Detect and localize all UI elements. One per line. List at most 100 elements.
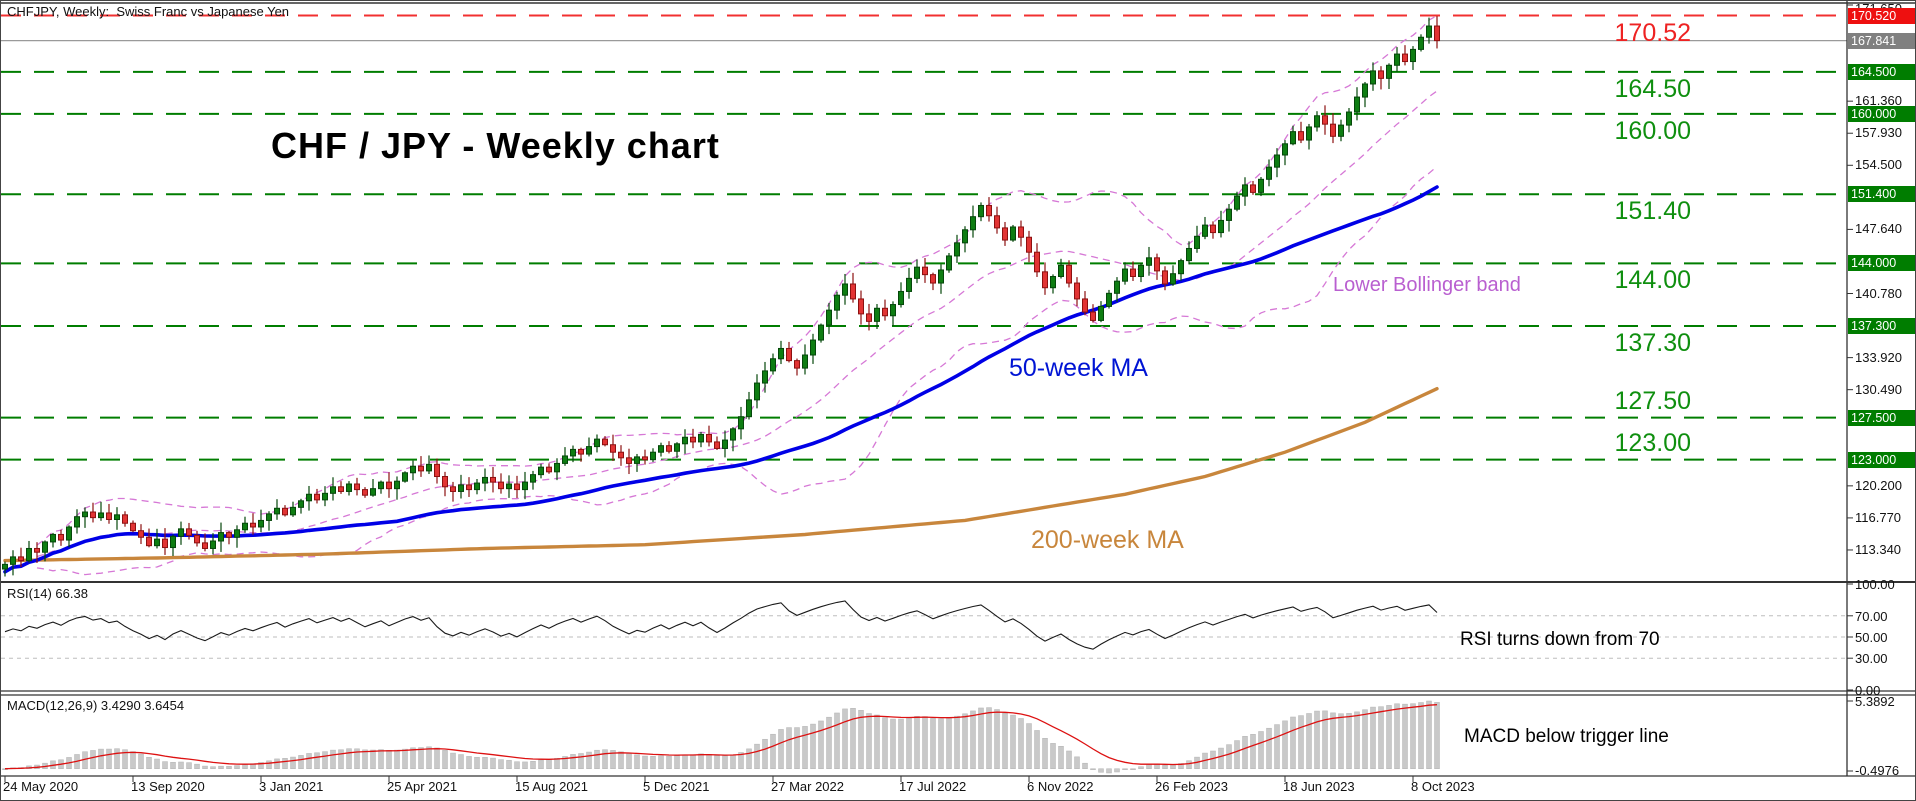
candle-down — [690, 436, 696, 443]
candle-up — [762, 370, 768, 384]
candle-down — [1082, 298, 1088, 313]
candle-up — [1362, 83, 1368, 98]
candle-up — [970, 216, 976, 231]
macd-bar — [1162, 764, 1168, 769]
macd-bar — [778, 729, 784, 769]
macd-bar — [1410, 703, 1416, 769]
candle-down — [146, 536, 152, 547]
macd-bar — [482, 757, 488, 769]
macd-bar — [802, 726, 808, 769]
macd-bar — [162, 761, 168, 769]
macd-bar — [274, 758, 280, 769]
macd-bar — [410, 747, 416, 769]
macd-bar — [218, 765, 224, 769]
rsi-tick-label: 70.00 — [1855, 608, 1888, 624]
candle-up — [1274, 154, 1280, 168]
candle-up — [898, 290, 904, 306]
candle-down — [666, 445, 672, 452]
macd-bar — [970, 710, 976, 769]
candle-down — [626, 457, 632, 464]
candle-up — [594, 438, 600, 448]
candle-down — [226, 532, 232, 538]
candle-up — [410, 465, 416, 474]
macd-bar — [490, 757, 496, 769]
macd-bar — [1082, 762, 1088, 769]
macd-bar — [234, 765, 240, 769]
candle-up — [978, 204, 984, 218]
macd-bar — [1218, 747, 1224, 769]
macd-bar — [586, 751, 592, 769]
candle-down — [514, 483, 520, 491]
candle-down — [1378, 70, 1384, 79]
candle-down — [706, 433, 712, 443]
macd-bar — [1394, 703, 1400, 769]
candle-down — [714, 441, 720, 449]
candle-down — [882, 307, 888, 317]
candle-down — [1322, 115, 1328, 125]
candle-up — [426, 463, 432, 472]
candle-down — [546, 466, 552, 473]
macd-bar — [634, 754, 640, 769]
macd-bar — [1306, 713, 1312, 769]
macd-bar — [666, 755, 672, 769]
macd-bar — [194, 763, 200, 769]
candle-down — [1018, 226, 1024, 238]
date-label: 13 Sep 2020 — [131, 779, 205, 794]
macd-bar — [298, 755, 304, 769]
candle-up — [890, 304, 896, 317]
candle-down — [1298, 131, 1304, 141]
macd-bar — [1034, 730, 1040, 769]
candle-up — [402, 472, 408, 482]
bollinger-annotation: Lower Bollinger band — [1333, 274, 1521, 296]
macd-bar — [642, 755, 648, 769]
candle-up — [98, 512, 104, 519]
candle-up — [650, 451, 656, 461]
macd-bar — [546, 759, 552, 769]
candle-down — [466, 484, 472, 491]
macd-bar — [146, 756, 152, 769]
macd-bar — [978, 707, 984, 769]
macd-bar — [602, 749, 608, 769]
macd-bar — [290, 756, 296, 769]
ma200-line — [3, 387, 1439, 563]
macd-bar — [1354, 711, 1360, 769]
macd-bar — [170, 762, 176, 769]
candle-up — [170, 535, 176, 549]
candle-up — [290, 506, 296, 516]
macd-bar — [626, 753, 632, 769]
macd-bar — [362, 749, 368, 769]
candle-up — [810, 339, 816, 356]
candle-up — [1106, 292, 1112, 307]
macd-bar — [1274, 724, 1280, 769]
macd-bar — [690, 754, 696, 769]
macd-bar — [762, 738, 768, 769]
macd-signal-line — [4, 704, 1438, 770]
date-label: 15 Aug 2021 — [515, 779, 589, 794]
macd-bar — [994, 709, 1000, 769]
macd-bar — [426, 746, 432, 769]
macd-bar — [1178, 763, 1184, 769]
macd-bar — [538, 759, 544, 769]
macd-bar — [554, 757, 560, 769]
macd-bar — [322, 751, 328, 769]
candle-up — [42, 541, 48, 553]
candle-down — [282, 507, 288, 516]
candle-down — [858, 298, 864, 315]
macd-bar — [370, 749, 376, 769]
candle-up — [778, 347, 784, 360]
macd-indicator-label: MACD(12,26,9) 3.4290 3.6454 — [7, 698, 185, 713]
candle-down — [578, 448, 584, 455]
candle-up — [1058, 264, 1064, 278]
support-price-label: 127.50 — [1614, 386, 1691, 415]
macd-bar — [338, 749, 344, 769]
candle-up — [738, 416, 744, 430]
macd-bar — [962, 713, 968, 769]
support-price-label: 144.00 — [1614, 266, 1691, 295]
candle-down — [490, 476, 496, 483]
candle-up — [1282, 143, 1288, 156]
candle-up — [266, 513, 272, 521]
price-tick-label: 133.920 — [1855, 349, 1902, 365]
macd-bar — [1122, 768, 1128, 770]
macd-bar — [1346, 713, 1352, 769]
